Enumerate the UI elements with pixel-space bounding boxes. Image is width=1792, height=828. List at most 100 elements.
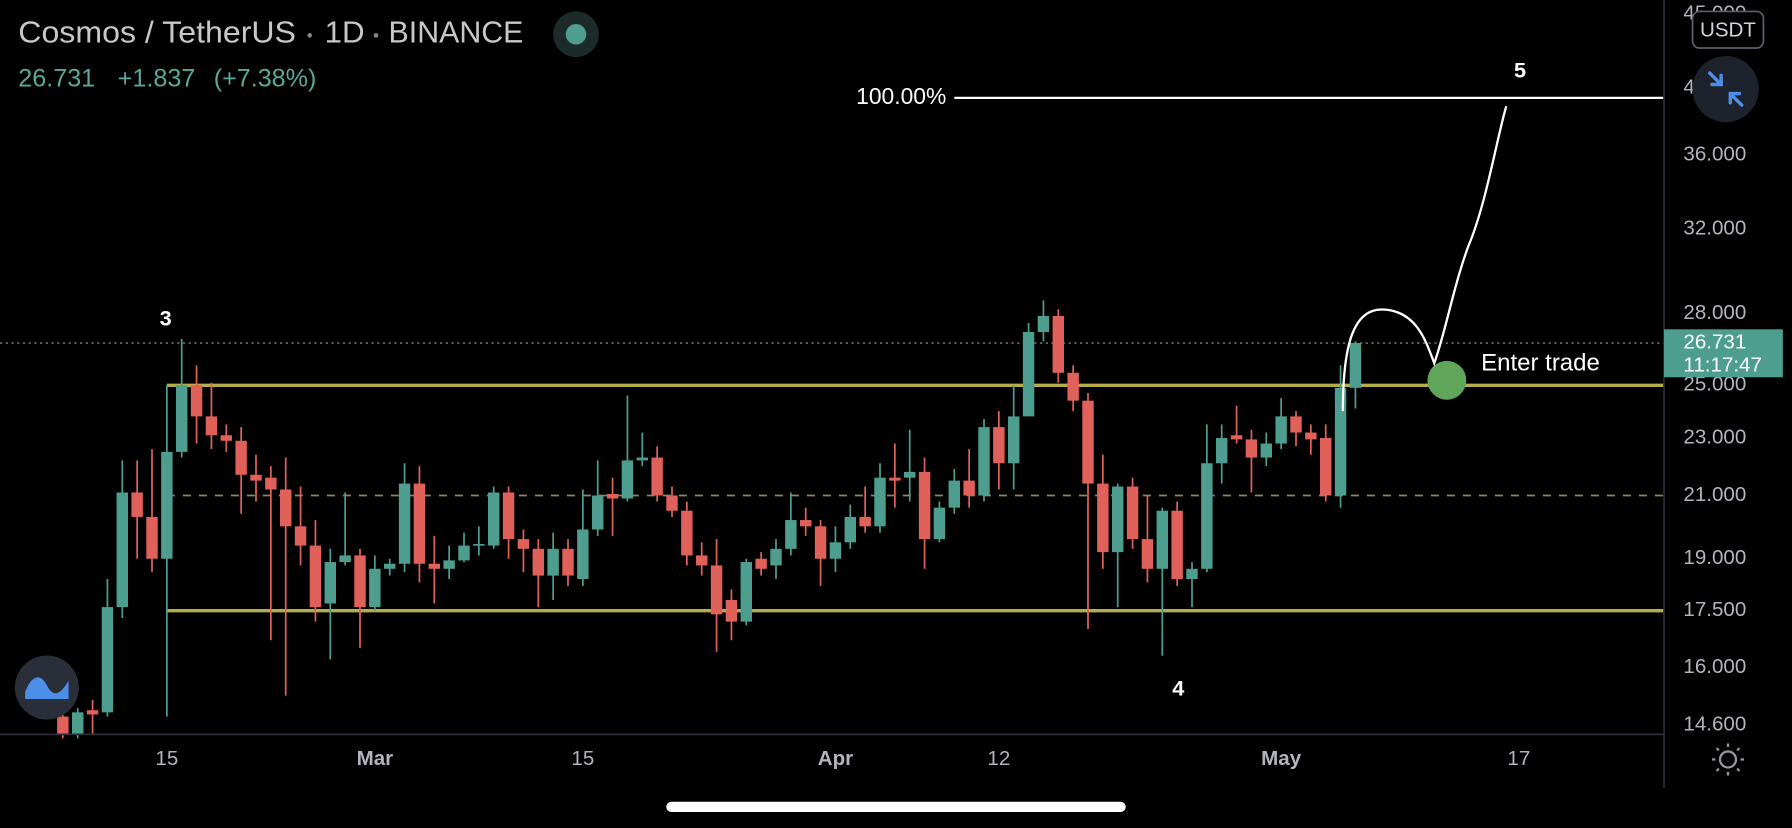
y-tick-label: 32.000 bbox=[1683, 217, 1746, 240]
collapse-button[interactable] bbox=[1692, 55, 1759, 123]
candle-body bbox=[280, 489, 292, 527]
candle-body bbox=[1186, 568, 1198, 580]
candle-body bbox=[517, 539, 530, 549]
candle-body bbox=[1067, 372, 1079, 401]
candle-body bbox=[1275, 416, 1287, 444]
candle-body bbox=[1156, 510, 1168, 569]
symbol-title: Cosmos / TetherUS bbox=[18, 14, 296, 49]
candle-body bbox=[398, 483, 411, 564]
candle-body bbox=[621, 460, 634, 499]
header-change-percent: (+7.38%) bbox=[214, 65, 317, 93]
candle-body bbox=[636, 457, 648, 461]
candle-body bbox=[1022, 332, 1035, 417]
home-indicator[interactable] bbox=[666, 801, 1126, 813]
candle-body bbox=[933, 507, 946, 540]
candle-body bbox=[651, 457, 663, 496]
countdown-label: 11:17:47 bbox=[1683, 353, 1761, 376]
entry-label: Enter trade bbox=[1481, 350, 1600, 377]
candle-body bbox=[889, 477, 901, 481]
candle-body bbox=[963, 480, 975, 496]
x-tick-label: 12 bbox=[987, 747, 1010, 770]
exchange: BINANCE bbox=[389, 14, 524, 49]
candle-body bbox=[265, 477, 277, 490]
candle-body bbox=[324, 562, 336, 604]
candle-body bbox=[488, 492, 500, 546]
y-tick-label: 14.600 bbox=[1683, 713, 1746, 736]
candle-body bbox=[161, 451, 173, 559]
candle-body bbox=[874, 477, 886, 527]
y-tick-label: 21.000 bbox=[1683, 483, 1746, 506]
candle-body bbox=[785, 520, 797, 549]
currency-label: USDT bbox=[1700, 18, 1756, 41]
candle-body bbox=[473, 543, 485, 546]
candle-body bbox=[1052, 315, 1064, 373]
candle-body bbox=[948, 480, 960, 508]
candle-body bbox=[190, 385, 203, 417]
collapse-arrow bbox=[1728, 91, 1744, 107]
settings-icon-core bbox=[1718, 750, 1738, 769]
interval: 1D bbox=[325, 14, 365, 49]
candle-body bbox=[458, 545, 470, 561]
candle-body bbox=[1305, 432, 1317, 440]
currency-button[interactable] bbox=[1691, 10, 1765, 49]
collapse-icon bbox=[1707, 71, 1744, 107]
separator-dot bbox=[307, 33, 312, 38]
candle-body bbox=[1260, 443, 1272, 458]
candle-body bbox=[1082, 400, 1094, 484]
candle-body bbox=[502, 492, 515, 540]
candle-body bbox=[205, 416, 218, 436]
candle-body bbox=[309, 545, 322, 608]
candle-body bbox=[532, 548, 544, 576]
candle-body bbox=[592, 495, 604, 530]
collapse-arrow bbox=[1707, 71, 1723, 87]
candle-body bbox=[1349, 343, 1362, 388]
candle-body bbox=[814, 526, 827, 559]
plot-area: 100.00% 3 4 5 Enter trade bbox=[0, 58, 1664, 739]
y-tick-label: 23.000 bbox=[1683, 425, 1746, 448]
candle-body bbox=[666, 495, 678, 511]
x-tick-label: 17 bbox=[1507, 747, 1530, 770]
x-tick-label: Mar bbox=[357, 747, 394, 770]
candle-body bbox=[1201, 463, 1213, 569]
projection-drawing bbox=[1341, 105, 1508, 412]
candle-body bbox=[918, 471, 931, 540]
candle-body bbox=[235, 440, 247, 475]
candle-body bbox=[116, 492, 128, 608]
settings-icon-rays bbox=[1712, 743, 1744, 776]
market-status-dot bbox=[565, 23, 587, 45]
wave-label: 4 bbox=[1172, 676, 1184, 701]
candle-body bbox=[131, 492, 143, 517]
candle-body bbox=[800, 520, 812, 527]
x-tick-label: 15 bbox=[155, 747, 178, 770]
y-tick-label: 16.000 bbox=[1683, 655, 1746, 678]
candle-body bbox=[1320, 438, 1332, 496]
candle-body bbox=[993, 427, 1005, 464]
candle-body bbox=[1171, 510, 1183, 580]
candle-body bbox=[710, 565, 723, 615]
candle-body bbox=[547, 548, 559, 576]
y-tick-label: 36.000 bbox=[1683, 142, 1746, 165]
candle-body bbox=[101, 607, 114, 713]
candle-body bbox=[354, 555, 366, 608]
candle-body bbox=[1097, 483, 1109, 553]
candle-body bbox=[250, 474, 262, 481]
last-price-tag-label: 26.731 bbox=[1683, 330, 1746, 353]
candle-body bbox=[384, 563, 396, 569]
candle-body bbox=[770, 548, 782, 566]
candle-body bbox=[146, 516, 158, 559]
settings-icon[interactable] bbox=[1712, 743, 1744, 776]
candle-body bbox=[1290, 416, 1302, 433]
x-tick-label: Apr bbox=[818, 747, 853, 770]
separator-dot bbox=[373, 33, 379, 38]
candle-body bbox=[339, 555, 351, 563]
x-tick-label: May bbox=[1261, 747, 1302, 770]
candle-body bbox=[72, 712, 84, 734]
candle-body bbox=[755, 558, 767, 569]
candle-body bbox=[725, 599, 738, 622]
last-price-tag bbox=[1664, 329, 1783, 378]
candle-body bbox=[606, 493, 619, 499]
candle-body bbox=[844, 516, 856, 543]
axes: 14.600 16.000 17.500 19.000 21.000 23.000 25.0… bbox=[155, 1, 1783, 770]
